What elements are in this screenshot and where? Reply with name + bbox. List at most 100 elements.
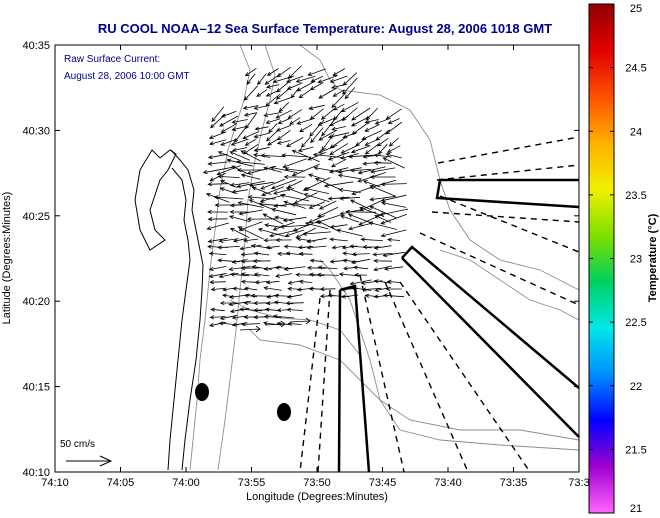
current-vector bbox=[217, 174, 240, 179]
current-vector bbox=[386, 279, 401, 284]
current-vector bbox=[263, 286, 282, 291]
beam-edge bbox=[436, 164, 580, 181]
scale-label: 50 cm/s bbox=[60, 439, 95, 450]
current-vector bbox=[220, 110, 237, 118]
current-vector bbox=[369, 185, 396, 197]
current-vector bbox=[317, 116, 338, 126]
current-vector bbox=[344, 87, 356, 100]
radar-beam-wedges bbox=[299, 136, 580, 473]
current-vector bbox=[207, 182, 228, 187]
colorbar-tick-label: 24 bbox=[630, 126, 642, 138]
current-vector bbox=[282, 216, 307, 223]
current-vector bbox=[373, 245, 392, 250]
x-tick-label: 73:45 bbox=[369, 477, 397, 489]
current-vector bbox=[208, 131, 227, 139]
contour-line bbox=[189, 44, 251, 471]
current-vector bbox=[244, 67, 257, 77]
current-vector bbox=[264, 73, 282, 85]
current-vector bbox=[287, 280, 302, 285]
current-vector bbox=[368, 221, 397, 230]
colorbar-label: Temperature (°C) bbox=[647, 213, 659, 302]
current-vector bbox=[284, 229, 305, 237]
current-vector bbox=[308, 272, 325, 277]
colorbar-tick-label: 22 bbox=[630, 381, 642, 393]
current-vector bbox=[254, 280, 269, 285]
current-vector bbox=[275, 273, 293, 278]
current-vector bbox=[243, 293, 258, 298]
current-vector bbox=[349, 244, 372, 249]
current-vector bbox=[270, 179, 297, 190]
current-vector bbox=[306, 245, 327, 250]
current-vector bbox=[209, 139, 227, 146]
current-vector bbox=[252, 259, 271, 264]
current-vector bbox=[264, 223, 282, 228]
current-vector bbox=[233, 127, 246, 143]
current-vector bbox=[312, 152, 343, 158]
current-vector bbox=[246, 73, 256, 85]
current-vector bbox=[202, 166, 233, 175]
current-vector bbox=[210, 287, 225, 292]
colorbar-tick-label: 24.5 bbox=[625, 63, 646, 75]
bathymetry-contours bbox=[189, 44, 580, 471]
current-vector bbox=[243, 238, 259, 243]
current-vector bbox=[265, 128, 280, 142]
current-vector bbox=[385, 286, 402, 292]
current-vector bbox=[303, 193, 330, 203]
current-vector bbox=[298, 87, 313, 99]
current-vector bbox=[364, 124, 380, 132]
current-vector bbox=[210, 114, 226, 129]
current-vector bbox=[298, 251, 313, 256]
current-vector bbox=[380, 213, 408, 225]
current-vector bbox=[240, 266, 261, 271]
current-vector bbox=[307, 68, 326, 76]
colorbar-tick-label: 22.5 bbox=[625, 317, 646, 329]
current-vector bbox=[239, 307, 262, 312]
current-vector bbox=[365, 107, 378, 121]
x-tick-label: 73:35 bbox=[500, 477, 528, 489]
current-vector bbox=[331, 83, 347, 89]
current-vector bbox=[207, 209, 229, 215]
current-vector bbox=[236, 167, 265, 173]
current-vector bbox=[373, 160, 392, 165]
current-vector bbox=[242, 105, 259, 110]
current-vector bbox=[265, 280, 280, 285]
current-vector bbox=[253, 146, 270, 152]
x-tick-label: 73:55 bbox=[238, 477, 266, 489]
current-vector bbox=[237, 201, 264, 208]
current-vector bbox=[345, 209, 376, 214]
current-vector bbox=[229, 228, 250, 238]
current-vector bbox=[266, 294, 279, 299]
current-vector bbox=[231, 315, 248, 320]
current-vector bbox=[329, 143, 349, 156]
current-vector bbox=[241, 322, 261, 327]
current-vector bbox=[219, 115, 239, 127]
current-vector bbox=[364, 143, 379, 155]
current-vector bbox=[209, 280, 226, 285]
y-tick-label: 40:15 bbox=[22, 382, 50, 394]
current-vector bbox=[249, 181, 274, 188]
exclusion-zone bbox=[337, 284, 371, 473]
current-vector bbox=[317, 206, 339, 218]
y-tick-label: 40:30 bbox=[22, 125, 50, 137]
current-vector bbox=[318, 87, 338, 99]
current-vector bbox=[373, 279, 392, 284]
current-vector bbox=[385, 108, 402, 120]
current-vector bbox=[329, 224, 348, 229]
current-vector bbox=[240, 150, 262, 162]
beam-edge bbox=[431, 211, 580, 223]
current-vector bbox=[319, 287, 336, 292]
current-vector bbox=[320, 108, 335, 120]
current-vector bbox=[373, 258, 392, 263]
current-vector bbox=[349, 279, 372, 286]
current-vector bbox=[332, 103, 345, 111]
current-vector bbox=[269, 166, 298, 173]
current-vector bbox=[276, 66, 291, 78]
current-vector bbox=[309, 258, 324, 263]
current-vector bbox=[347, 154, 374, 159]
current-vector bbox=[210, 307, 225, 312]
current-vector bbox=[316, 272, 339, 277]
current-vector bbox=[244, 286, 258, 291]
current-vector bbox=[256, 89, 268, 97]
current-vector bbox=[319, 294, 336, 299]
